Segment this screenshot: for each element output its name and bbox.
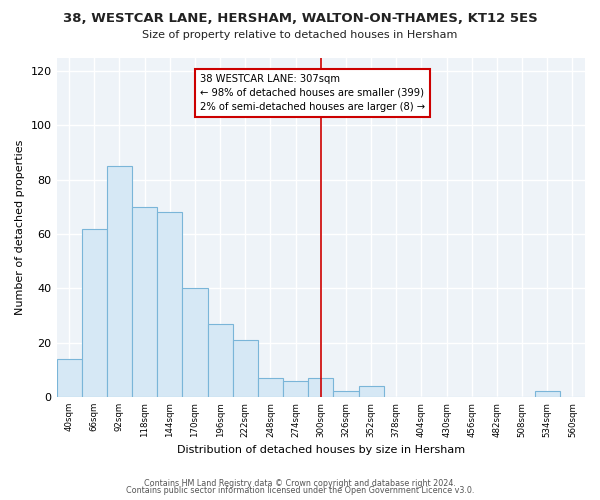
Text: 38, WESTCAR LANE, HERSHAM, WALTON-ON-THAMES, KT12 5ES: 38, WESTCAR LANE, HERSHAM, WALTON-ON-THA…: [62, 12, 538, 26]
Bar: [535, 392, 560, 397]
Bar: [258, 378, 283, 397]
Y-axis label: Number of detached properties: Number of detached properties: [15, 140, 25, 315]
Text: Size of property relative to detached houses in Hersham: Size of property relative to detached ho…: [142, 30, 458, 40]
Bar: [334, 392, 359, 397]
Text: Contains HM Land Registry data © Crown copyright and database right 2024.: Contains HM Land Registry data © Crown c…: [144, 478, 456, 488]
Bar: [182, 288, 208, 397]
Bar: [359, 386, 383, 397]
X-axis label: Distribution of detached houses by size in Hersham: Distribution of detached houses by size …: [177, 445, 465, 455]
Bar: [208, 324, 233, 397]
Bar: [82, 228, 107, 397]
Bar: [157, 212, 182, 397]
Bar: [233, 340, 258, 397]
Bar: [283, 380, 308, 397]
Bar: [308, 378, 334, 397]
Text: Contains public sector information licensed under the Open Government Licence v3: Contains public sector information licen…: [126, 486, 474, 495]
Bar: [56, 359, 82, 397]
Bar: [107, 166, 132, 397]
Bar: [132, 207, 157, 397]
Text: 38 WESTCAR LANE: 307sqm
← 98% of detached houses are smaller (399)
2% of semi-de: 38 WESTCAR LANE: 307sqm ← 98% of detache…: [200, 74, 425, 112]
